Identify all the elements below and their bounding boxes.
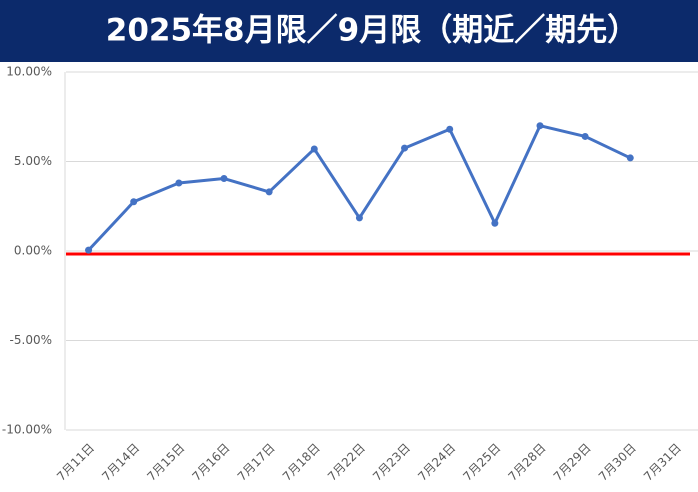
x-tick-label: 7月11日 [54, 441, 97, 484]
x-tick-label: 7月29日 [551, 441, 594, 484]
point [536, 122, 544, 130]
y-tick-label: 5.00% [14, 154, 52, 168]
x-tick-label: 7月28日 [506, 441, 549, 484]
point [175, 179, 183, 187]
x-tick-label: 7月18日 [280, 441, 323, 484]
x-tick-label: 7月23日 [370, 441, 413, 484]
point [355, 214, 363, 222]
point [85, 246, 93, 254]
y-tick-label: 0.00% [14, 244, 52, 258]
y-tick-label: -5.00% [10, 333, 52, 347]
y-tick-label: 10.00% [6, 65, 52, 79]
x-tick-label: 7月16日 [190, 441, 233, 484]
x-tick-label: 7月31日 [641, 441, 684, 484]
x-tick-label: 7月14日 [99, 441, 142, 484]
point [220, 175, 228, 183]
x-tick-label: 7月22日 [325, 441, 368, 484]
chart-title: 2025年8月限／9月限（期近／期先） [106, 13, 638, 49]
x-tick-label: 7月24日 [415, 441, 458, 484]
point [446, 125, 454, 133]
x-tick-label: 7月15日 [144, 441, 187, 484]
point [581, 132, 589, 140]
point [310, 145, 318, 153]
point [626, 154, 634, 162]
point [491, 219, 499, 227]
point [265, 188, 273, 196]
point [130, 198, 138, 206]
x-tick-label: 7月17日 [235, 441, 278, 484]
y-tick-label: -10.00% [2, 423, 52, 437]
x-tick-label: 7月25日 [460, 441, 503, 484]
point [401, 144, 409, 152]
x-tick-label: 7月30日 [596, 441, 639, 484]
series-line [87, 124, 631, 252]
title-bar [0, 0, 698, 62]
